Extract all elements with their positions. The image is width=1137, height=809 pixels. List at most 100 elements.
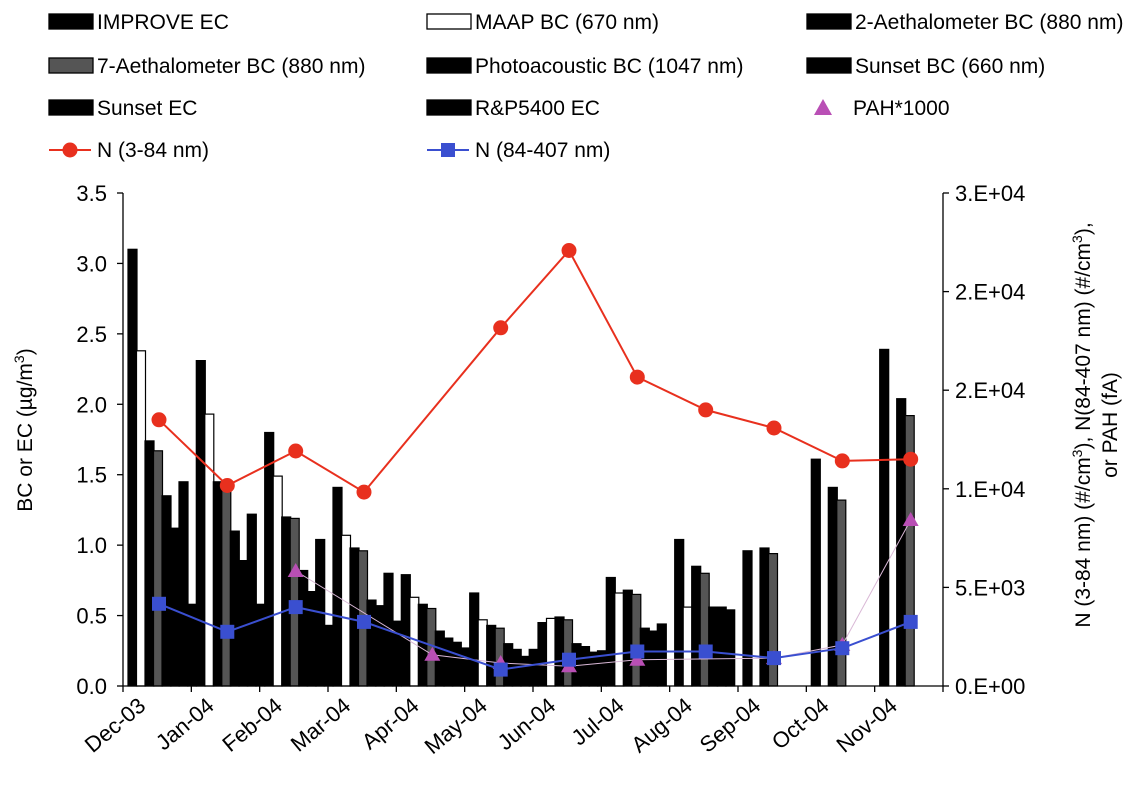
bar	[152, 450, 164, 687]
legend-swatch	[426, 13, 472, 30]
data-point	[561, 243, 577, 258]
legend-label: Photoacoustic BC (1047 nm)	[475, 55, 743, 78]
bar	[144, 440, 155, 687]
legend-item-r-p5400-ec: R&P5400 EC	[426, 97, 600, 120]
x-tick-label: Sep-04	[695, 693, 765, 758]
bar	[400, 574, 411, 687]
legend-label: R&P5400 EC	[475, 97, 600, 120]
bar	[460, 647, 471, 687]
bar	[520, 655, 531, 687]
legend-swatch	[48, 57, 94, 74]
right-tick-label: 2.E+04	[955, 378, 1025, 403]
right-tick-label: 0.E+00	[955, 674, 1025, 699]
left-tick-label: 1.0	[76, 533, 107, 558]
legend: IMPROVE EC MAAP BC (670 nm) 2-Aethalometer…	[48, 11, 1123, 162]
left-axis: 0.0 0.5 1.0 1.5 2.0 2.5 3.0 3.5 BC or EC (µg/m3)	[11, 181, 124, 699]
data-point	[698, 644, 713, 659]
data-point	[151, 412, 167, 428]
bar	[272, 475, 283, 687]
bar	[537, 621, 548, 687]
data-point	[835, 641, 850, 656]
bar	[674, 538, 685, 687]
pah-point	[902, 512, 919, 527]
bar	[195, 360, 206, 687]
data-point	[766, 420, 782, 436]
x-tick-label: Feb-04	[217, 693, 286, 757]
right-tick-label: 5.E+03	[955, 575, 1025, 600]
legend-item-sunset-bc-660-nm: Sunset BC (660 nm)	[806, 55, 1045, 78]
data-point	[220, 624, 235, 639]
bar	[451, 641, 462, 687]
legend-label: PAH*1000	[853, 97, 950, 120]
bar	[332, 486, 343, 687]
bar	[725, 609, 736, 687]
left-tick-label: 0.5	[76, 604, 107, 629]
bar	[221, 484, 232, 687]
pah-point	[424, 646, 441, 661]
right-tick-label: 2.E+04	[955, 280, 1025, 305]
legend-swatch	[806, 57, 852, 74]
bar	[648, 630, 659, 687]
pah-point	[629, 651, 646, 666]
bar	[614, 592, 625, 687]
data-point	[356, 484, 372, 500]
bar	[836, 499, 847, 687]
bar	[127, 248, 138, 687]
data-point	[629, 369, 645, 385]
series-n-84-407-nm	[152, 596, 918, 677]
bar	[631, 593, 642, 687]
bar	[827, 486, 838, 687]
left-tick-label: 1.5	[76, 463, 107, 488]
data-point	[698, 402, 714, 418]
data-point	[152, 596, 166, 611]
x-tick-label: Jul-04	[567, 693, 629, 751]
legend-label: Sunset EC	[97, 97, 197, 120]
plot-area	[127, 243, 919, 687]
bar	[374, 605, 386, 687]
left-axis-title: BC or EC (µg/m3)	[11, 348, 37, 511]
data-point	[834, 453, 850, 469]
data-point	[493, 662, 508, 677]
data-point	[288, 443, 304, 459]
bar	[417, 603, 428, 687]
data-point	[357, 614, 371, 629]
data-point	[767, 651, 781, 666]
left-tick-label: 0.0	[76, 674, 107, 699]
bar	[306, 590, 317, 687]
bar	[682, 606, 693, 687]
right-axis-title: N (3-84 nm) (#/cm3), N(84-407 nm) (#/cm3…	[1069, 222, 1095, 627]
legend-swatch	[806, 13, 852, 30]
x-tick-label: May-04	[420, 693, 492, 759]
x-tick-label: Jun-04	[493, 693, 561, 755]
legend-label: IMPROVE EC	[97, 11, 229, 34]
legend-item-pah-1000: PAH*1000	[814, 97, 950, 120]
legend-label: MAAP BC (670 nm)	[475, 11, 659, 34]
bar	[255, 603, 266, 687]
legend-swatch	[426, 57, 472, 74]
legend-item-sunset-ec: Sunset EC	[48, 97, 197, 120]
legend-swatch	[48, 99, 94, 116]
bar	[699, 572, 710, 687]
bar	[264, 431, 275, 687]
x-tick-label: Jan-04	[151, 693, 219, 755]
bar	[528, 648, 539, 687]
legend-swatch	[814, 99, 832, 115]
x-tick-label: Nov-04	[831, 693, 901, 758]
bar	[477, 619, 488, 687]
legend-item-2-aethalometer-bc-880-nm: 2-Aethalometer BC (880 nm)	[806, 11, 1123, 34]
pah-point	[287, 562, 304, 577]
data-point	[219, 478, 235, 493]
series-line	[295, 519, 912, 667]
bar	[554, 616, 565, 687]
bar	[238, 559, 249, 687]
bar	[169, 527, 181, 687]
legend-label: 2-Aethalometer BC (880 nm)	[855, 11, 1123, 34]
x-tick-label: Apr-04	[357, 693, 424, 755]
legend-swatch	[441, 143, 455, 157]
legend-item-improve-ec: IMPROVE EC	[48, 11, 229, 34]
left-tick-label: 3.5	[76, 181, 107, 206]
bar	[323, 624, 334, 687]
right-axis-title-line2: or PAH (fA)	[1099, 372, 1122, 478]
legend-item-n-3-84-nm: N (3-84 nm)	[49, 139, 209, 162]
